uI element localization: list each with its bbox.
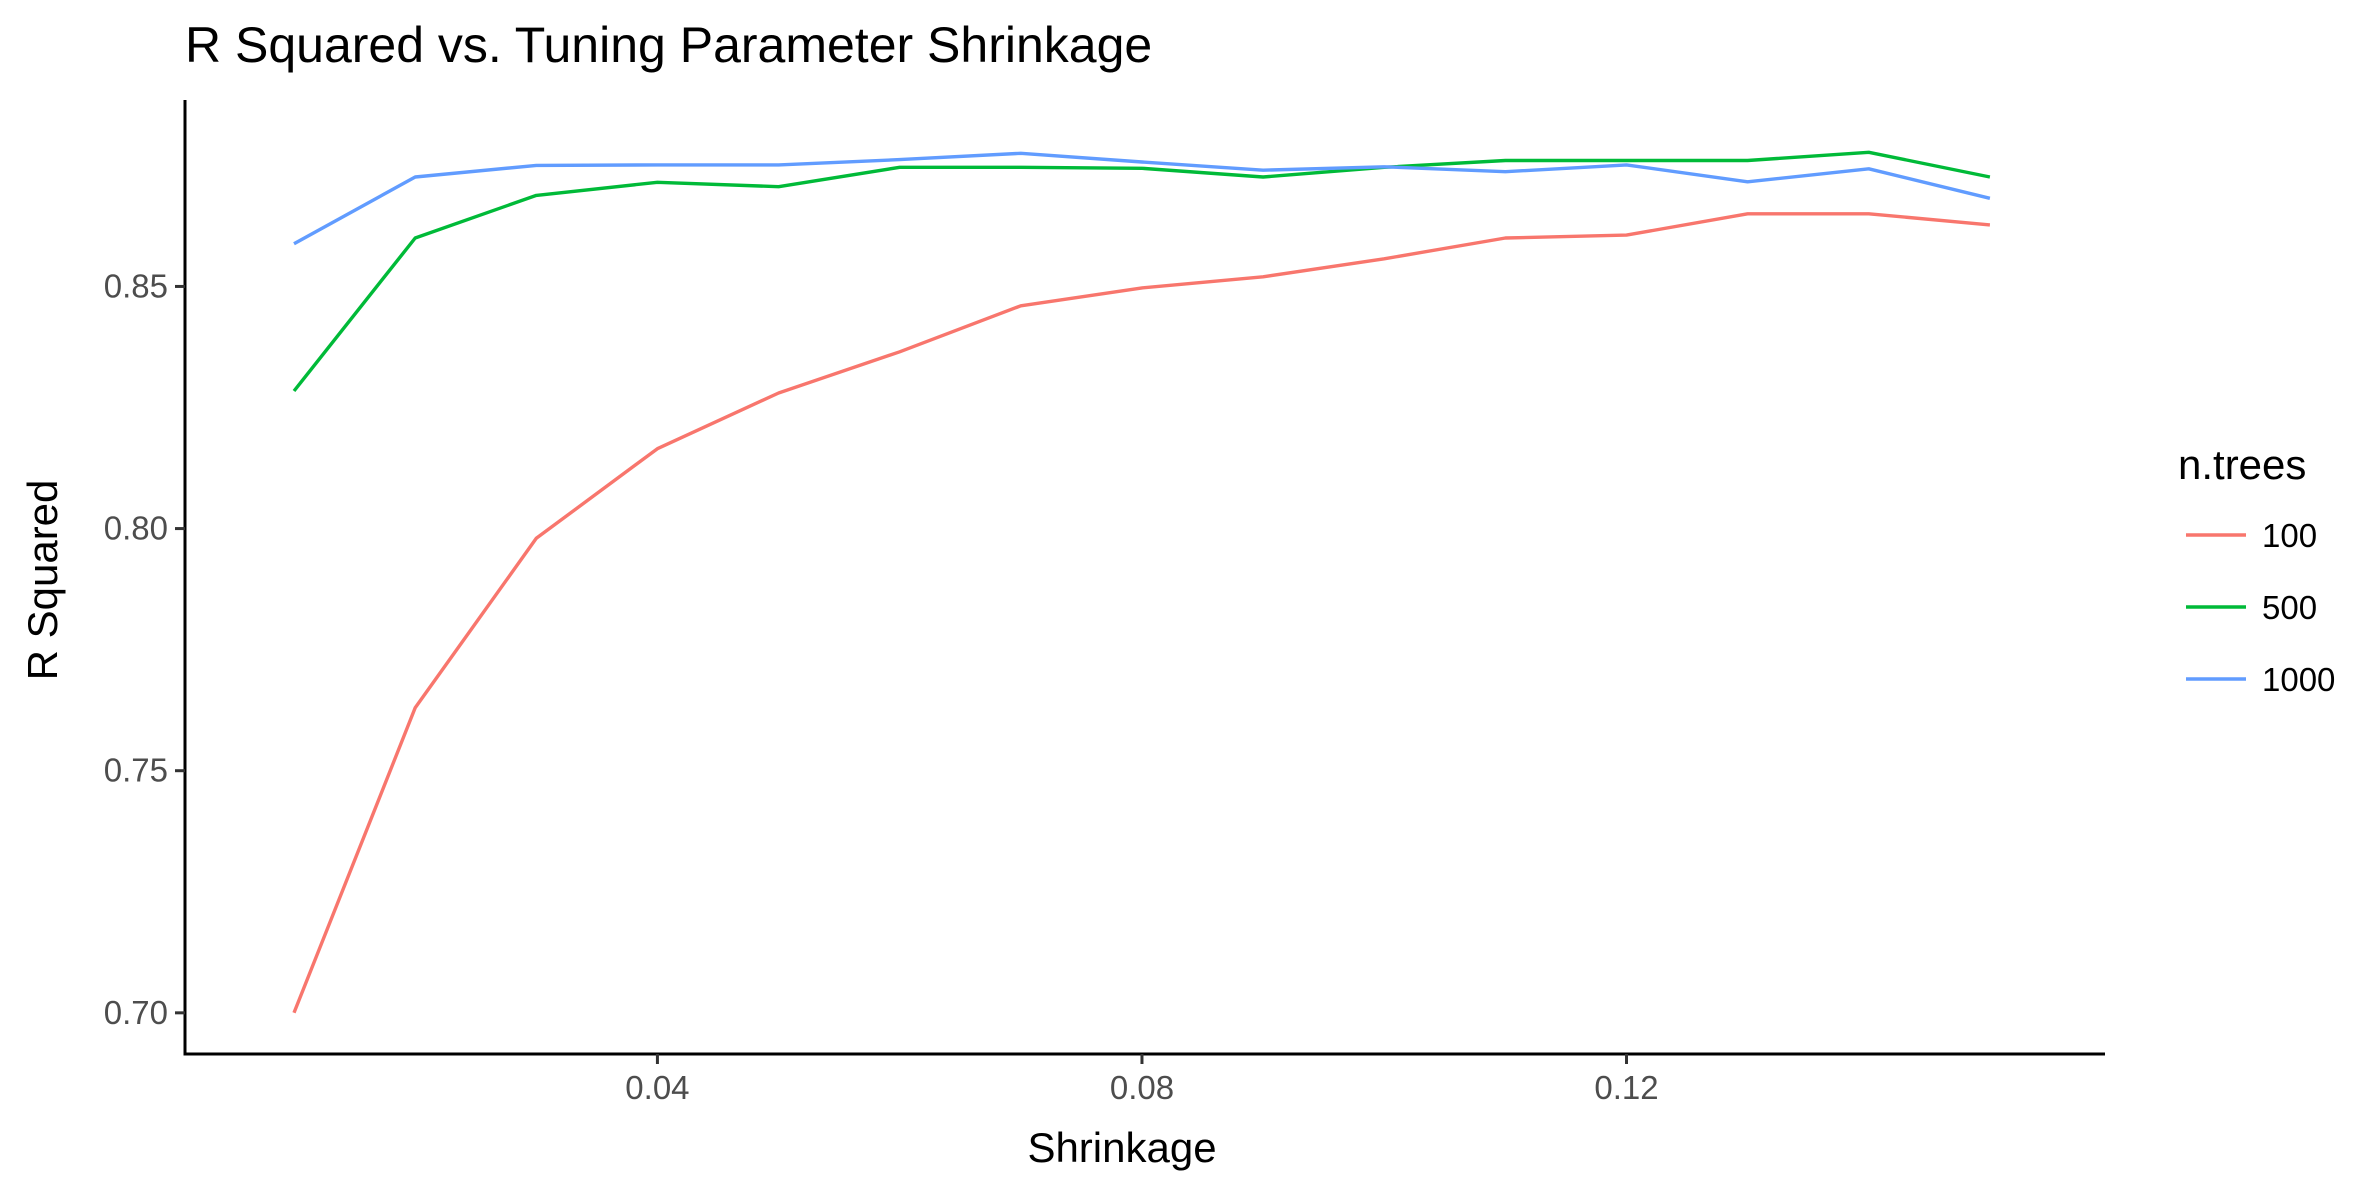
legend-label-1000: 1000 (2262, 661, 2335, 698)
y-tick-label: 0.80 (104, 510, 168, 547)
x-tick-label: 0.08 (1110, 1069, 1174, 1106)
chart-title: R Squared vs. Tuning Parameter Shrinkage (185, 17, 1152, 73)
legend-label-100: 100 (2262, 517, 2317, 554)
series-line-1000 (293, 151, 1991, 246)
plot-panel: 0.70 0.75 0.80 0.85 0.04 0.08 0.12 (104, 100, 2105, 1106)
y-axis-ticks: 0.70 0.75 0.80 0.85 (104, 267, 185, 1031)
x-tick-label: 0.04 (625, 1069, 689, 1106)
legend-item-100: 100 (2186, 517, 2317, 554)
legend-item-1000: 1000 (2186, 661, 2335, 698)
series-line-500 (292, 150, 1991, 393)
legend-item-500: 500 (2186, 589, 2317, 626)
y-tick-label: 0.70 (104, 994, 168, 1031)
legend: n.trees 100 500 1000 (2178, 441, 2335, 698)
y-axis-title: R Squared (19, 480, 66, 681)
legend-label-500: 500 (2262, 589, 2317, 626)
series-layer (292, 150, 1991, 1014)
legend-items: 100 500 1000 (2186, 517, 2335, 698)
y-tick-label: 0.75 (104, 752, 168, 789)
x-tick-label: 0.12 (1594, 1069, 1658, 1106)
y-tick-label: 0.85 (104, 267, 168, 304)
series-line-100 (292, 212, 1991, 1014)
x-axis-ticks: 0.04 0.08 0.12 (625, 1054, 1659, 1106)
legend-title: n.trees (2178, 441, 2306, 488)
x-axis-title: Shrinkage (1027, 1124, 1216, 1171)
